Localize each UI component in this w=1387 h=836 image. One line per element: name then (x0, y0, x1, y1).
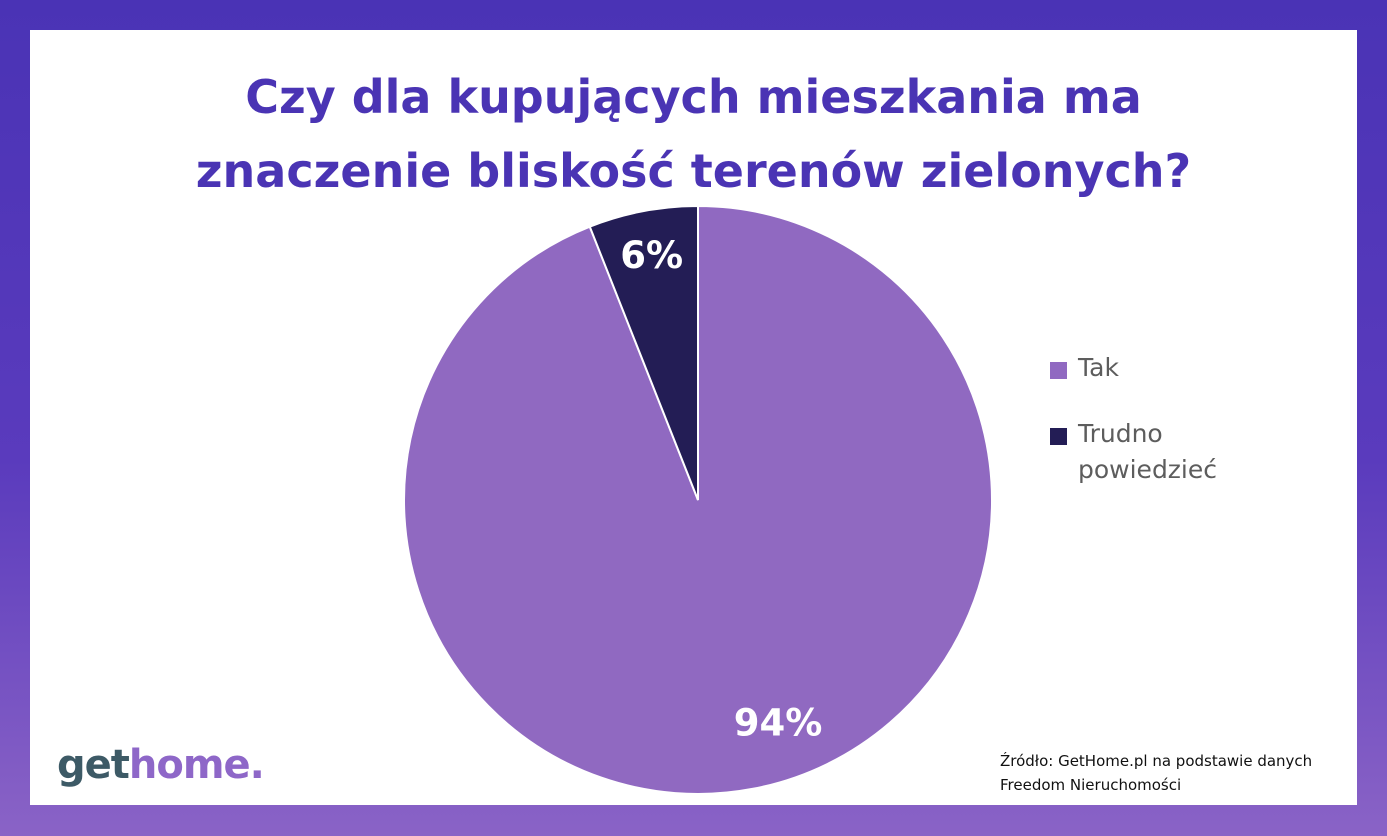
source-note: Źródło: GetHome.pl na podstawie danych F… (1000, 749, 1350, 797)
legend: Tak Trudno powiedzieć (1050, 350, 1280, 518)
source-line-2: Freedom Nieruchomości (1000, 776, 1182, 794)
source-line-1: Źródło: GetHome.pl na podstawie danych (1000, 752, 1313, 770)
legend-item-trudno-powiedziec: Trudno powiedzieć (1050, 416, 1280, 488)
gethome-logo: gethome. (57, 742, 265, 788)
chart-card: Czy dla kupujących mieszkania ma znaczen… (30, 30, 1357, 805)
data-label-trudno-powiedzie-: 6% (620, 234, 683, 277)
legend-swatch-trudno-powiedziec (1050, 428, 1067, 445)
legend-label-tak: Tak (1078, 353, 1119, 382)
chart-title-line-1: Czy dla kupujących mieszkania ma (245, 70, 1142, 124)
legend-label-trudno-powiedziec: Trudno powiedzieć (1078, 419, 1218, 484)
pie-chart: 94% 6% (403, 204, 993, 795)
legend-item-tak: Tak (1050, 350, 1280, 386)
legend-swatch-tak (1050, 362, 1067, 379)
logo-text-get: get (57, 742, 130, 788)
logo-text-home: home. (128, 742, 265, 788)
chart-title: Czy dla kupujących mieszkania ma znaczen… (30, 60, 1357, 208)
chart-title-line-2: znaczenie bliskość terenów zielonych? (195, 144, 1192, 198)
pie-slice-trudno-powiedzie- (588, 204, 699, 501)
data-label-tak: 94% (734, 702, 823, 745)
